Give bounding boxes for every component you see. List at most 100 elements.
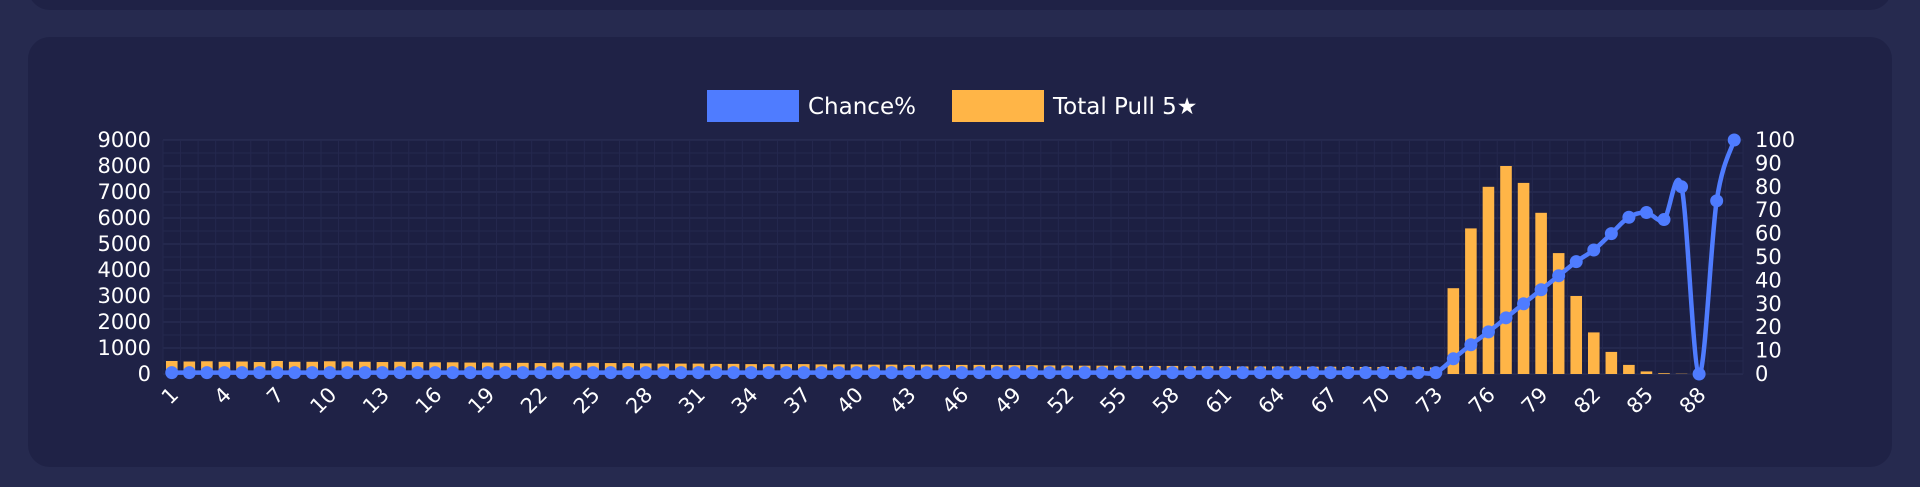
line-point <box>902 366 916 380</box>
line-point <box>691 366 705 380</box>
line-series-chance <box>165 133 1741 381</box>
line-point <box>604 366 618 380</box>
line-point <box>744 366 758 380</box>
line-point <box>1165 366 1179 380</box>
chart-legend[interactable]: Chance% Total Pull 5★ <box>707 90 1197 122</box>
y-left-tick-label: 9000 <box>98 128 151 152</box>
legend-swatch[interactable] <box>952 90 1044 122</box>
x-tick-label: 76 <box>1464 383 1500 419</box>
bar <box>1500 166 1512 374</box>
y-left-tick-label: 5000 <box>98 232 151 256</box>
x-tick-label: 4 <box>210 383 236 409</box>
line-point <box>727 366 741 380</box>
x-tick-label: 46 <box>937 383 973 419</box>
line-point <box>762 366 776 380</box>
line-point <box>217 366 231 380</box>
line-point <box>1376 366 1390 380</box>
line-point <box>235 366 249 380</box>
legend-label[interactable]: Chance% <box>808 94 916 120</box>
line-point <box>1464 338 1478 352</box>
line-point <box>1007 366 1021 380</box>
x-tick-label: 28 <box>621 383 657 419</box>
x-tick-label: 79 <box>1517 383 1553 419</box>
previous-card-edge <box>28 0 1892 10</box>
line-point <box>1622 210 1636 224</box>
line-point <box>955 366 969 380</box>
line-point <box>411 366 425 380</box>
bar <box>1570 296 1583 374</box>
line-point <box>1323 366 1337 380</box>
bar <box>1482 186 1495 374</box>
line-point <box>1148 366 1162 380</box>
line-point <box>709 366 723 380</box>
x-tick-label: 88 <box>1675 383 1711 419</box>
line-point <box>182 366 196 380</box>
line-point <box>1517 297 1531 311</box>
x-tick-label: 40 <box>832 383 868 419</box>
line-point <box>1236 366 1250 380</box>
y-left-tick-label: 8000 <box>98 154 151 178</box>
y-left-tick-label: 6000 <box>98 206 151 230</box>
line-point <box>1025 366 1039 380</box>
legend-label[interactable]: Total Pull 5★ <box>1052 94 1197 120</box>
line-point <box>288 366 302 380</box>
bar <box>1465 228 1477 374</box>
legend-swatch[interactable] <box>707 90 799 122</box>
line-point <box>621 366 635 380</box>
line-point <box>1639 206 1653 220</box>
line-point <box>1499 311 1513 325</box>
line-point <box>1604 227 1618 241</box>
line-point <box>305 366 319 380</box>
line-point <box>1043 366 1057 380</box>
line-point <box>1341 366 1355 380</box>
line-point <box>1692 367 1706 381</box>
line-point <box>1359 366 1373 380</box>
x-tick-label: 1 <box>157 383 183 409</box>
x-tick-label: 85 <box>1622 383 1658 419</box>
line-point <box>1411 366 1425 380</box>
y-right-tick-label: 0 <box>1755 362 1768 386</box>
line-point <box>481 366 495 380</box>
line-point <box>920 366 934 380</box>
line-point <box>849 366 863 380</box>
x-tick-label: 52 <box>1043 383 1079 419</box>
line-point <box>1306 366 1320 380</box>
x-tick-label: 55 <box>1095 383 1131 419</box>
line-point <box>1394 366 1408 380</box>
line-point <box>323 366 337 380</box>
x-tick-label: 73 <box>1411 383 1447 419</box>
x-tick-label: 43 <box>885 383 921 419</box>
y-right-tick-label: 30 <box>1755 292 1782 316</box>
y-right-tick-label: 70 <box>1755 198 1782 222</box>
y-right-tick-label: 90 <box>1755 151 1782 175</box>
line-point <box>972 366 986 380</box>
y-left-tick-label: 2000 <box>98 310 151 334</box>
line-point <box>1727 133 1741 147</box>
y-right-tick-label: 60 <box>1755 222 1782 246</box>
line-point <box>1710 194 1724 208</box>
y-right-tick-label: 50 <box>1755 245 1782 269</box>
line-point <box>1218 366 1232 380</box>
line-point <box>639 366 653 380</box>
bar <box>1447 288 1460 374</box>
line-point <box>885 366 899 380</box>
x-tick-label: 7 <box>262 383 288 409</box>
line-point <box>937 366 951 380</box>
line-point <box>1552 269 1566 283</box>
line-point <box>814 366 828 380</box>
line-point <box>428 366 442 380</box>
y-right-tick-label: 40 <box>1755 268 1782 292</box>
line-point <box>1113 366 1127 380</box>
line-point <box>1569 255 1583 269</box>
line-point <box>832 366 846 380</box>
line-point <box>498 366 512 380</box>
line-point <box>779 366 793 380</box>
y-left-tick-label: 1000 <box>98 336 151 360</box>
chart-grid <box>162 139 1744 375</box>
line-point <box>1095 366 1109 380</box>
line-point <box>165 366 179 380</box>
x-tick-label: 31 <box>674 383 710 419</box>
bar <box>1552 253 1565 374</box>
y-right-tick-label: 20 <box>1755 315 1782 339</box>
